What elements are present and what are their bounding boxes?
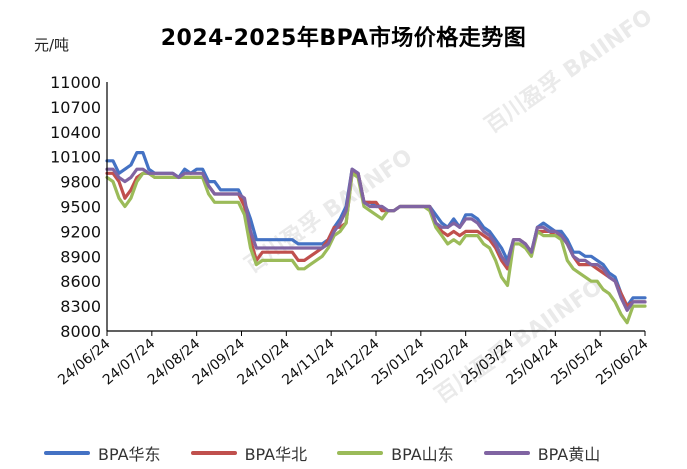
legend-swatch xyxy=(190,451,237,455)
series-line-2 xyxy=(105,171,647,325)
legend-item-shandong: BPA山东 xyxy=(337,441,454,465)
x-axis: 24/06/2424/07/2424/08/2424/09/2424/10/24… xyxy=(55,331,652,388)
y-tick-label: 9200 xyxy=(60,222,101,241)
legend-item-huabei: BPA华北 xyxy=(190,441,308,465)
series-line-0 xyxy=(105,151,647,308)
y-axis: 8000 8300 8600 8900 9200 9500 9800 10100 10400 10… xyxy=(50,73,101,341)
legend-label: BPA华东 xyxy=(98,445,161,464)
legend-swatch xyxy=(337,451,384,455)
y-tick-label: 8300 xyxy=(60,297,101,316)
series-line-3 xyxy=(105,167,647,312)
legend-item-huadong: BPA华东 xyxy=(44,441,161,465)
legend-swatch xyxy=(483,451,530,455)
legend-label: BPA山东 xyxy=(391,445,454,464)
y-tick-label: 11000 xyxy=(50,73,101,92)
y-tick-label: 8600 xyxy=(60,272,101,291)
y-tick-label: 10400 xyxy=(50,123,101,142)
legend-label: BPA黄山 xyxy=(537,445,601,464)
legend-swatch xyxy=(44,451,90,455)
y-tick-label: 8000 xyxy=(60,322,101,341)
series-lines xyxy=(105,151,647,325)
legend-label: BPA华北 xyxy=(244,445,308,464)
y-axis-unit-label: 元/吨 xyxy=(34,36,70,54)
y-tick-label: 8900 xyxy=(60,247,101,266)
y-tick-label: 10100 xyxy=(50,148,101,167)
chart-legend: BPA华东 BPA华北 BPA山东 BPA黄山 xyxy=(44,442,664,464)
y-tick-label: 10700 xyxy=(50,98,101,117)
y-tick-label: 9800 xyxy=(60,173,101,192)
chart-title: 2024-2025年BPA市场价格走势图 xyxy=(160,26,527,51)
y-tick-label: 9500 xyxy=(60,198,101,217)
legend-item-huangshan: BPA黄山 xyxy=(483,441,601,465)
